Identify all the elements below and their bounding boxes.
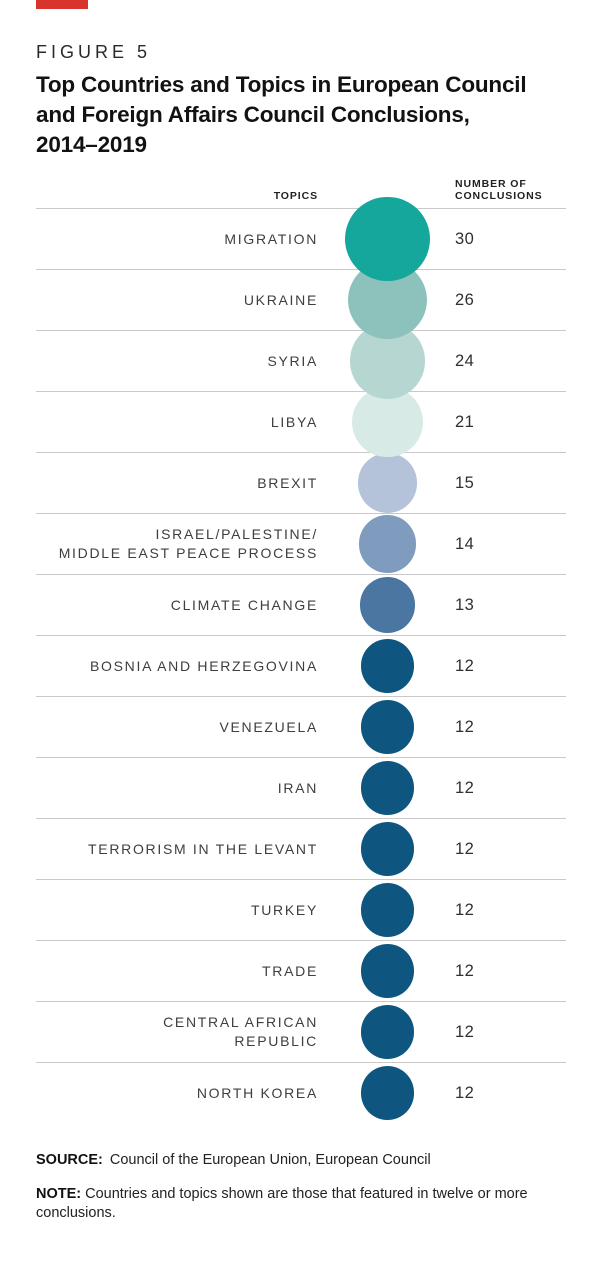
table-row: ISRAEL/PALESTINE/ MIDDLE EAST PEACE PROC… (36, 513, 566, 574)
bubble-cell (320, 453, 455, 513)
conclusion-count: 12 (455, 961, 475, 980)
value-bubble (360, 1066, 415, 1120)
conclusion-count: 24 (455, 351, 475, 370)
value-bubble (359, 577, 416, 633)
value-bubble (360, 639, 415, 693)
figure-number-label: FIGURE 5 (36, 42, 152, 62)
topic-label: IRAN (277, 779, 318, 796)
accent-bar (36, 0, 88, 9)
figure-title-line: Top Countries and Topics in European Cou… (36, 72, 527, 97)
conclusion-count: 12 (455, 656, 475, 675)
column-header-topics: TOPICS (273, 190, 318, 202)
value-bubble (360, 761, 415, 815)
conclusion-count: 12 (455, 900, 475, 919)
conclusion-count: 21 (455, 412, 475, 431)
figure-title: Top Countries and Topics in European Cou… (36, 70, 566, 160)
column-header-conclusions: NUMBER OF CONCLUSIONS (455, 178, 543, 202)
source-text: Council of the European Union, European … (109, 1152, 431, 1168)
topic-label: LIBYA (270, 413, 318, 430)
topic-label: TURKEY (251, 901, 318, 918)
table-row: CLIMATE CHANGE 13 (36, 574, 566, 635)
source-line: SOURCE: Council of the European Union, Eu… (36, 1151, 566, 1170)
value-bubble (360, 1005, 415, 1059)
bubble-cell (320, 883, 455, 937)
topic-label: TRADE (262, 962, 318, 979)
topic-label: UKRAINE (243, 291, 318, 308)
figure-title-line: and Foreign Affairs Council Conclusions, (36, 102, 470, 127)
conclusion-count: 12 (455, 1083, 475, 1102)
conclusion-count: 26 (455, 290, 475, 309)
bubble-cell (320, 196, 455, 282)
rows: MIGRATION 30 UKRAINE 26 SYRIA 24 LIBYA 2… (36, 196, 566, 1123)
topic-label: ISRAEL/PALESTINE/ MIDDLE EAST PEACE PROC… (58, 526, 318, 561)
value-bubble (360, 700, 415, 754)
conclusion-count: 30 (455, 229, 475, 248)
note-label: NOTE: (36, 1186, 82, 1202)
topic-label: MIGRATION (224, 230, 318, 247)
value-bubble (360, 883, 415, 937)
table-row: UKRAINE 26 (36, 260, 566, 340)
figure-title-line: 2014–2019 (36, 132, 147, 157)
topic-label: VENEZUELA (219, 718, 318, 735)
topic-label: SYRIA (267, 352, 318, 369)
table-row: BOSNIA AND HERZEGOVINA 12 (36, 635, 566, 696)
conclusion-count: 12 (455, 778, 475, 797)
table-row: TERRORISM IN THE LEVANT 12 (36, 818, 566, 879)
note-text: Countries and topics shown are those tha… (36, 1186, 528, 1221)
conclusion-count: 12 (455, 717, 475, 736)
bubble-cell (320, 577, 455, 633)
bubble-cell (320, 700, 455, 754)
value-bubble (345, 196, 430, 282)
topic-label: NORTH KOREA (196, 1084, 318, 1101)
table-row: LIBYA 21 (36, 386, 566, 458)
conclusion-count: 13 (455, 595, 475, 614)
bubble-cell (320, 944, 455, 998)
table-header-row: TOPICS NUMBER OF CONCLUSIONS (36, 176, 566, 208)
bubble-cell (320, 761, 455, 815)
bubble-cell (320, 1005, 455, 1059)
bubble-cell (320, 822, 455, 876)
table-row: VENEZUELA 12 (36, 696, 566, 757)
table-row: TURKEY 12 (36, 879, 566, 940)
conclusion-count: 15 (455, 473, 475, 492)
source-label: SOURCE: (36, 1152, 103, 1168)
table-row: IRAN 12 (36, 757, 566, 818)
bubble-cell (320, 515, 455, 573)
topic-label: BOSNIA AND HERZEGOVINA (90, 657, 318, 674)
bubble-cell (320, 639, 455, 693)
table-row: TRADE 12 (36, 940, 566, 1001)
note-line: NOTE: Countries and topics shown are thos… (36, 1185, 541, 1223)
value-bubble (360, 944, 415, 998)
value-bubble (358, 515, 417, 573)
bubble-table: TOPICS NUMBER OF CONCLUSIONS MIGRATION 3… (36, 176, 566, 1123)
topic-label: CENTRAL AFRICAN REPUBLIC (163, 1014, 318, 1049)
table-row: MIGRATION 30 (36, 196, 566, 282)
table-row: NORTH KOREA 12 (36, 1062, 566, 1123)
table-row: SYRIA 24 (36, 323, 566, 399)
conclusion-count: 14 (455, 534, 475, 553)
value-bubble (360, 822, 415, 876)
topic-label: BREXIT (257, 474, 318, 491)
topic-label: CLIMATE CHANGE (170, 596, 318, 613)
value-bubble (357, 453, 418, 513)
topic-label: TERRORISM IN THE LEVANT (88, 840, 318, 857)
bubble-cell (320, 1066, 455, 1120)
table-row: BREXIT 15 (36, 452, 566, 513)
table-row: CENTRAL AFRICAN REPUBLIC 12 (36, 1001, 566, 1062)
conclusion-count: 12 (455, 839, 475, 858)
conclusion-count: 12 (455, 1022, 475, 1041)
